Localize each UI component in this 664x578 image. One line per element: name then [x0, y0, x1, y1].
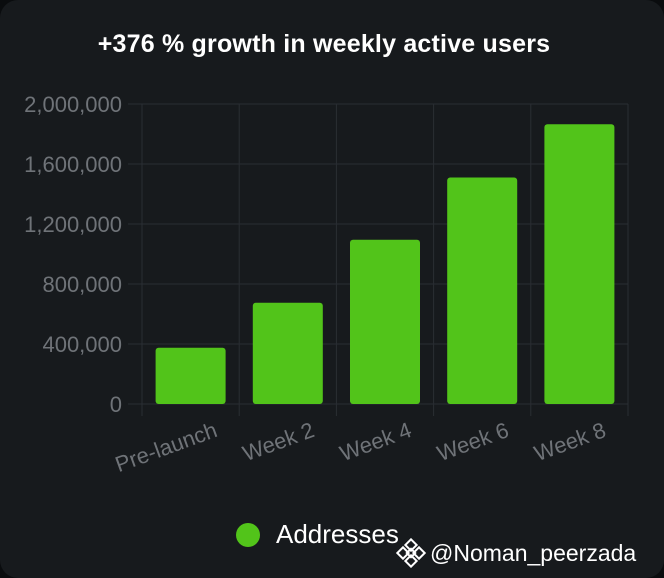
x-tick-label: Week 8	[531, 417, 609, 466]
y-tick-label: 800,000	[42, 272, 122, 297]
x-tick-label: Week 2	[239, 417, 317, 466]
y-tick-label: 1,600,000	[24, 152, 122, 177]
x-tick-label: Pre-launch	[112, 417, 221, 477]
bar-week-6[interactable]	[447, 177, 518, 405]
watermark: @Noman_peerzada	[396, 538, 636, 568]
legend-marker	[236, 522, 260, 547]
bar-week-4[interactable]	[350, 239, 420, 404]
x-tick-label: Week 6	[434, 417, 512, 466]
bar-week-2[interactable]	[252, 302, 323, 404]
y-tick-label: 0	[110, 392, 122, 417]
watermark-handle: @Noman_peerzada	[430, 539, 637, 566]
chart-title: +376 % growth in weekly active users	[97, 30, 551, 58]
y-tick-label: 2,000,000	[24, 92, 122, 117]
x-tick-label: Week 4	[336, 417, 414, 466]
y-tick-label: 1,200,000	[24, 212, 122, 237]
bar-week-8[interactable]	[544, 124, 615, 404]
y-tick-label: 400,000	[42, 332, 122, 357]
bar-pre-launch[interactable]	[155, 347, 226, 404]
legend[interactable]: Addresses	[236, 519, 399, 550]
legend-label-addresses: Addresses	[276, 519, 399, 549]
binance-logo-icon	[396, 538, 426, 568]
